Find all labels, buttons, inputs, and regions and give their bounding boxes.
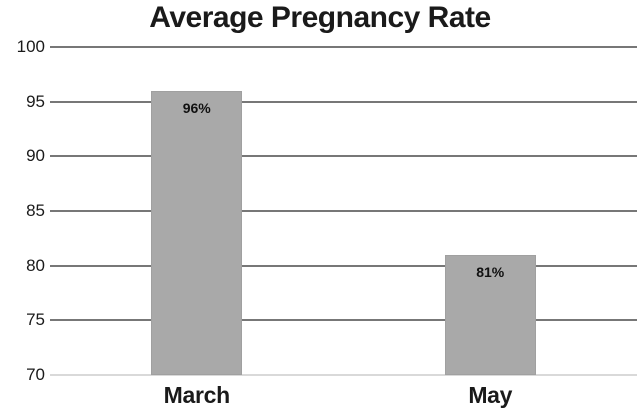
- y-axis: 100 95 90 85 80 75 70: [0, 37, 45, 384]
- data-label-may: 81%: [476, 263, 505, 280]
- plot-area: 96% 81%: [50, 46, 637, 376]
- y-tick-label: 85: [26, 201, 45, 220]
- y-tick-label: 75: [26, 310, 45, 330]
- gridline: [50, 155, 637, 158]
- chart-title: Average Pregnancy Rate: [149, 1, 491, 34]
- data-label-march: 96%: [182, 99, 211, 116]
- x-tick-label-march: March: [163, 382, 231, 408]
- gridline: [50, 264, 637, 267]
- gridline: [50, 100, 637, 103]
- gridline: [50, 210, 637, 212]
- x-axis: March May: [50, 375, 637, 415]
- y-tick-label: 80: [26, 255, 45, 275]
- x-tick-label-may: May: [468, 382, 513, 408]
- y-tick-label: 70: [26, 365, 45, 384]
- x-axis-baseline: [50, 374, 637, 376]
- y-tick-label: 90: [26, 146, 45, 166]
- gridline: [50, 319, 637, 322]
- y-tick-label: 100: [16, 37, 45, 56]
- bar-may: 81%: [444, 254, 536, 375]
- y-tick-label: 95: [26, 91, 45, 111]
- bar-march: 96%: [151, 90, 243, 375]
- gridline: [50, 46, 637, 48]
